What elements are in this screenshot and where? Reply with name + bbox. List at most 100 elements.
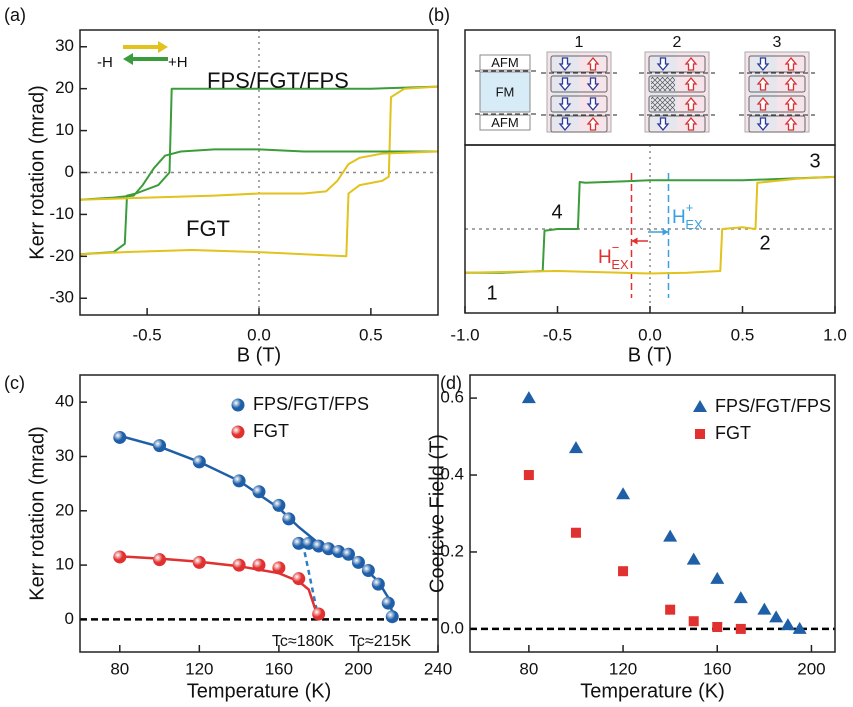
spin-arrow	[558, 57, 572, 72]
legend-marker	[693, 400, 707, 412]
marker	[292, 572, 306, 586]
legend-label: FPS/FGT/FPS	[253, 394, 369, 414]
data-line	[79, 85, 439, 256]
marker	[686, 552, 701, 565]
y-axis-title: Kerr rotation (mrad)	[26, 85, 48, 260]
y-tick-label: 40	[55, 392, 74, 411]
legend-marker	[231, 425, 245, 439]
marker	[322, 542, 336, 556]
spin-arrow	[756, 76, 770, 91]
marker	[385, 610, 399, 624]
legend-label: FGT	[715, 423, 751, 443]
state-label: 1	[575, 34, 584, 51]
arrow-head	[631, 237, 638, 245]
spin-arrow	[656, 117, 670, 132]
layer-label: AFM	[491, 55, 518, 70]
label-sup: −	[612, 240, 620, 255]
x-tick-label: 0.0	[247, 325, 271, 344]
label-main: H	[598, 247, 612, 268]
y-tick-label: 0	[65, 609, 74, 628]
spin-arrow	[586, 97, 600, 112]
label-main: H	[672, 207, 686, 228]
x-tick-label: 1.0	[823, 325, 847, 344]
x-tick-label: 200	[344, 659, 372, 678]
y-axis-title: Coercive Field (T)	[426, 434, 448, 593]
annotation: 4	[551, 201, 562, 223]
label-sup: +	[686, 200, 694, 215]
y-tick-label: -30	[49, 288, 74, 307]
marker	[792, 621, 807, 634]
marker	[232, 558, 246, 572]
extrapolation-line	[301, 543, 320, 620]
x-tick-label: -0.5	[543, 325, 572, 344]
spin-arrow	[684, 56, 698, 71]
marker	[757, 602, 772, 615]
marker	[521, 391, 536, 404]
legend-marker	[231, 398, 245, 412]
marker	[712, 621, 723, 632]
y-tick-label: 20	[55, 78, 74, 97]
marker	[252, 558, 266, 572]
layer-box	[479, 114, 531, 131]
annotation: -H	[97, 54, 113, 71]
spin-arrow	[586, 116, 600, 131]
marker	[361, 564, 375, 578]
marker	[272, 561, 286, 575]
x-tick-label: 200	[797, 659, 825, 678]
x-axis-title: B (T)	[237, 344, 281, 366]
cell	[550, 115, 608, 133]
marker	[351, 555, 365, 569]
marker	[192, 555, 206, 569]
data-line	[464, 175, 836, 275]
marker	[733, 591, 748, 604]
arrow-head	[123, 53, 133, 65]
marker	[282, 512, 296, 526]
y-tick-label: 0.2	[440, 541, 464, 560]
y-tick-label: 20	[55, 500, 74, 519]
marker	[192, 455, 206, 469]
cell	[748, 95, 806, 113]
data-line	[79, 150, 439, 201]
panel-label: (c)	[4, 373, 25, 393]
x-tick-label: 80	[519, 659, 538, 678]
marker	[232, 474, 246, 488]
arrow-head	[158, 41, 168, 53]
annotation: Tc≈215K	[349, 633, 411, 650]
hatched-cell	[651, 77, 675, 91]
y-tick-label: 30	[55, 36, 74, 55]
spin-arrow	[784, 56, 798, 71]
label-sub: EX	[685, 217, 703, 232]
x-tick-label: -1.0	[450, 325, 479, 344]
cell	[648, 95, 706, 113]
y-tick-label: 30	[55, 446, 74, 465]
cell	[648, 115, 706, 133]
arrow-head	[662, 228, 669, 236]
marker	[113, 550, 127, 564]
spin-arrow	[684, 116, 698, 131]
marker	[618, 566, 629, 577]
plot-frame	[464, 144, 836, 314]
marker	[735, 623, 746, 634]
exchange-bias-label: H+ EX	[672, 200, 703, 232]
x-tick-label: -0.5	[132, 325, 161, 344]
fit-line	[119, 434, 396, 620]
annotation: FPS/FGT/FPS	[207, 68, 349, 93]
x-tick-label: 120	[185, 659, 213, 678]
marker	[710, 571, 725, 584]
cell	[648, 55, 706, 73]
spin-arrow	[756, 117, 770, 132]
data-line	[79, 85, 439, 258]
spin-arrow	[684, 96, 698, 111]
y-tick-label: 10	[55, 120, 74, 139]
cell	[550, 95, 608, 113]
spin-arrow	[656, 57, 670, 72]
marker	[252, 485, 266, 499]
marker	[663, 529, 678, 542]
plot-frame	[79, 374, 439, 653]
exchange-bias-label: H− EX	[598, 240, 629, 272]
marker	[568, 441, 583, 454]
y-axis-title: Kerr rotation (mrad)	[26, 426, 48, 601]
marker	[153, 439, 167, 453]
marker	[332, 545, 346, 559]
